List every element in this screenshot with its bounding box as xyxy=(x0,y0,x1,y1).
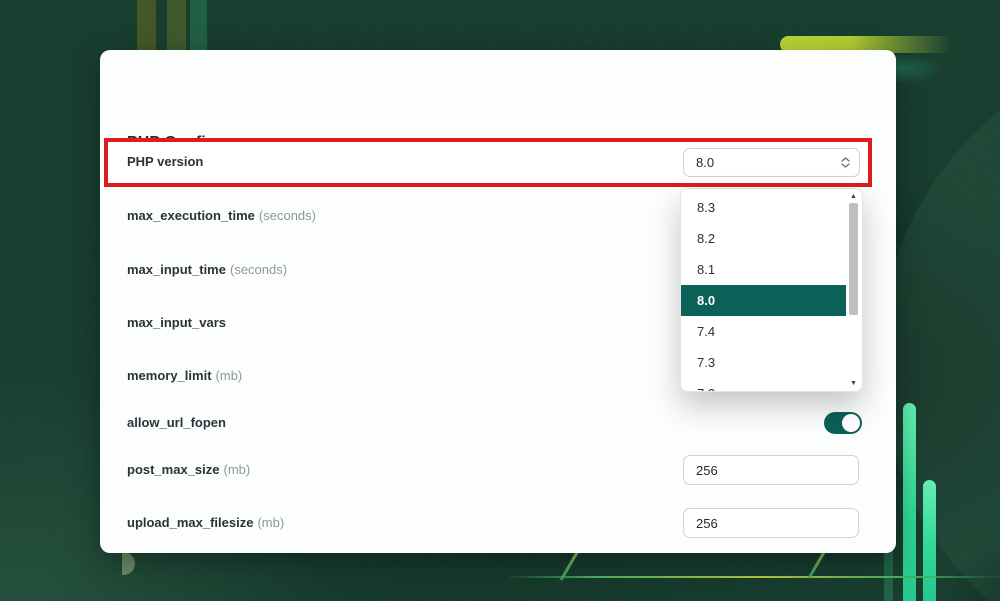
allow-url-fopen-label: allow_url_fopen xyxy=(127,413,226,433)
chevron-updown-icon xyxy=(841,157,850,168)
label-unit: (mb) xyxy=(223,462,251,477)
max-input-time-label: max_input_time (seconds) xyxy=(127,260,287,280)
decor-top-bar xyxy=(190,0,207,51)
decor-top-bar xyxy=(137,0,156,51)
dropdown-options: 8.3 8.2 8.1 8.0 7.4 7.3 7.2 xyxy=(681,192,846,391)
decor-half-disc xyxy=(122,552,135,575)
dropdown-scrollbar[interactable]: ▲ ▼ xyxy=(847,191,860,389)
scroll-down-icon[interactable]: ▼ xyxy=(850,380,857,387)
option-7-3[interactable]: 7.3 xyxy=(697,355,716,370)
memory-limit-label: memory_limit (mb) xyxy=(127,366,242,386)
label-text: memory_limit xyxy=(127,368,212,383)
php-config-card: PHP Config Configuration of your web sit… xyxy=(100,50,896,553)
upload-max-filesize-label: upload_max_filesize (mb) xyxy=(127,513,284,533)
post-max-size-input[interactable] xyxy=(683,455,859,485)
option-7-2[interactable]: 7.2 xyxy=(681,378,846,391)
php-version-select[interactable]: 8.0 xyxy=(683,148,860,177)
option-8-0-selected[interactable]: 8.0 xyxy=(681,285,846,316)
option-8-1[interactable]: 8.1 xyxy=(697,262,716,277)
php-version-label: PHP version xyxy=(127,152,203,172)
max-input-vars-label: max_input_vars xyxy=(127,313,226,333)
decor-mint-bar xyxy=(903,403,916,601)
label-unit: (mb) xyxy=(257,515,285,530)
scrollbar-thumb[interactable] xyxy=(849,203,858,315)
label-text: max_input_vars xyxy=(127,315,226,330)
allow-url-fopen-toggle[interactable] xyxy=(824,412,862,434)
decor-mint-bar xyxy=(884,545,893,601)
decor-mint-bar xyxy=(923,480,936,601)
scroll-up-icon[interactable]: ▲ xyxy=(850,193,857,200)
decor-bottom-line xyxy=(508,576,1000,578)
toggle-knob xyxy=(842,414,860,432)
option-7-4[interactable]: 7.4 xyxy=(697,324,716,339)
selected-value: 8.0 xyxy=(696,155,715,170)
decor-dark-blob xyxy=(940,510,1000,601)
label-text: upload_max_filesize xyxy=(127,515,254,530)
label-text: post_max_size xyxy=(127,462,220,477)
php-version-row-highlight: PHP version 8.0 xyxy=(104,138,872,187)
label-unit: (seconds) xyxy=(229,262,288,277)
option-8-2[interactable]: 8.2 xyxy=(697,231,716,246)
post-max-size-label: post_max_size (mb) xyxy=(127,460,250,480)
decor-top-bar xyxy=(167,0,186,51)
label-text: PHP version xyxy=(127,154,204,169)
label-text: max_execution_time xyxy=(127,208,255,223)
label-text: allow_url_fopen xyxy=(127,415,226,430)
option-8-3[interactable]: 8.3 xyxy=(697,200,716,215)
label-unit: (mb) xyxy=(215,368,243,383)
php-version-dropdown: 8.3 8.2 8.1 8.0 7.4 7.3 7.2 ▲ ▼ xyxy=(680,188,863,392)
upload-max-filesize-input[interactable] xyxy=(683,508,859,538)
label-text: max_input_time xyxy=(127,262,226,277)
max-execution-time-label: max_execution_time (seconds) xyxy=(127,206,316,226)
label-unit: (seconds) xyxy=(258,208,316,223)
